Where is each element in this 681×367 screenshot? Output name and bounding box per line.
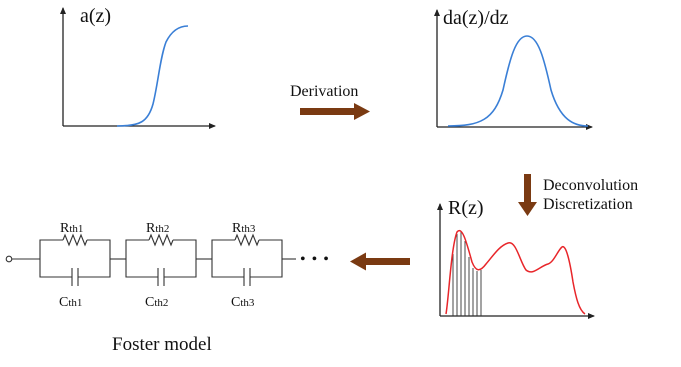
deconvolution-arrow: Deconvolution Discretization [518, 174, 638, 216]
deconvolution-arrow-shaft [524, 174, 531, 204]
foster-arrow-head [350, 252, 366, 271]
discretization-label: Discretization [543, 196, 633, 213]
deconvolution-label: Deconvolution [543, 177, 638, 194]
r-z-label: R(z) [448, 197, 484, 219]
foster-model-title: Foster model [112, 334, 212, 355]
da-dz-bell-curve [447, 35, 589, 127]
rc-stage-1: Rth1 Cth1 [39, 221, 111, 310]
derivation-arrow-shaft [300, 108, 356, 115]
resistor-rth3 [234, 233, 260, 247]
a-z-label: a(z) [80, 5, 111, 27]
da-dz-label: da(z)/dz [443, 7, 509, 29]
rc-stage-3: Rth3 Cth3 [211, 221, 283, 310]
derivation-arrow-head [354, 103, 370, 120]
r-z-discretization-bars [452, 232, 482, 316]
input-terminal [5, 255, 13, 263]
r-z-spectrum-curve [445, 229, 586, 315]
plot-a-z: a(z) [60, 5, 216, 129]
derivation-arrow: Derivation [290, 83, 370, 120]
cth3-label: Cth3 [231, 295, 255, 310]
foster-network: Rth1 Cth1 Rth2 Cth2 Rth3 Cth3 [5, 221, 330, 355]
rth1-label: Rth1 [60, 221, 83, 236]
plot-da-dz: da(z)/dz [434, 7, 593, 130]
resistor-rth2 [148, 233, 174, 247]
foster-arrow [350, 252, 410, 271]
rth2-label: Rth2 [146, 221, 169, 236]
derivation-label: Derivation [290, 83, 358, 100]
deconvolution-arrow-head [518, 202, 537, 216]
rc-stage-2: Rth2 Cth2 [125, 221, 197, 310]
foster-arrow-shaft [364, 258, 410, 265]
cth1-label: Cth1 [59, 295, 82, 310]
plot-r-z: R(z) [437, 197, 595, 319]
a-z-sigmoid-curve [116, 25, 189, 127]
cth2-label: Cth2 [145, 295, 168, 310]
continuation-dots: • • • [300, 251, 330, 268]
rth3-label: Rth3 [232, 221, 256, 236]
resistor-rth1 [62, 233, 88, 247]
